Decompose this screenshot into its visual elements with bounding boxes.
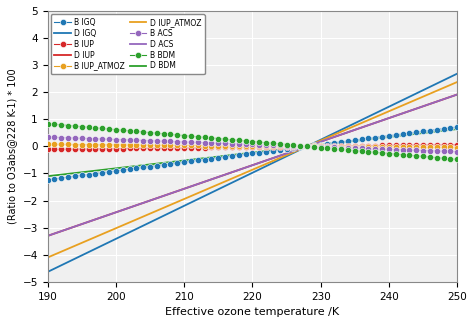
Y-axis label: (Ratio to O3abs@228 K-1) * 100: (Ratio to O3abs@228 K-1) * 100 xyxy=(7,69,17,224)
Legend: B IGQ, D IGQ, B IUP, D IUP, B IUP_ATMOZ, D IUP_ATMOZ, B ACS, D ACS, B BDM, D BDM: B IGQ, D IGQ, B IUP, D IUP, B IUP_ATMOZ,… xyxy=(51,14,205,74)
X-axis label: Effective ozone temperature /K: Effective ozone temperature /K xyxy=(165,307,339,317)
